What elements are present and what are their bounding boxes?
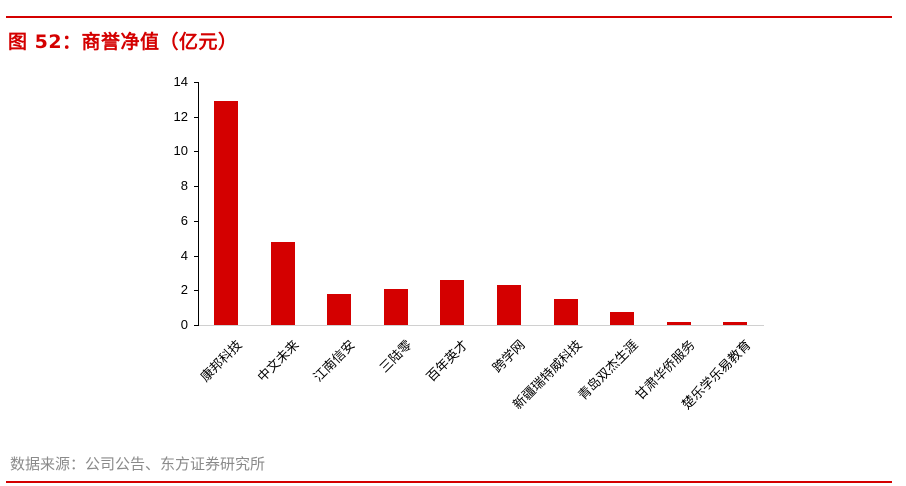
y-tick-label: 0 (180, 317, 188, 332)
bar (327, 293, 352, 325)
x-tick-label: 江南信安 (311, 337, 359, 386)
x-tick-label: 康邦科技 (198, 337, 246, 386)
y-tick-label: 2 (180, 282, 188, 298)
bottom-rule (6, 481, 892, 483)
data-source: 数据来源：公司公告、东方证券研究所 (10, 455, 266, 473)
x-tick-label: 三陆零 (377, 337, 416, 377)
bar (666, 322, 691, 325)
y-tick (194, 186, 199, 188)
y-tick (194, 116, 199, 118)
bar (723, 321, 748, 325)
x-tick-label: 百年英才 (424, 337, 472, 386)
y-tick-label: 8 (180, 178, 188, 194)
bar (553, 298, 578, 325)
y-tick-label: 14 (173, 74, 188, 89)
y-tick (194, 290, 199, 292)
y-tick (194, 220, 199, 222)
bar (440, 279, 465, 325)
y-tick (194, 82, 199, 83)
y-tick (194, 325, 199, 326)
bar (610, 311, 635, 325)
y-tick-label: 6 (180, 212, 188, 228)
y-tick (194, 255, 199, 257)
x-axis (198, 325, 764, 326)
y-tick-label: 4 (180, 247, 188, 263)
y-tick-label: 10 (173, 143, 188, 159)
x-tick-label: 中文未来 (254, 337, 303, 386)
top-rule (6, 16, 892, 18)
y-axis (198, 82, 199, 325)
bar (270, 241, 295, 325)
bar (383, 288, 408, 325)
y-tick (194, 151, 199, 153)
y-tick-label: 12 (173, 108, 188, 124)
x-tick-label: 跨学网 (490, 337, 529, 377)
chart-title: 图 52：商誉净值（亿元） (8, 31, 238, 53)
bar (497, 285, 521, 325)
bar (214, 101, 238, 325)
x-tick-label: 青岛双杰生涯 (575, 337, 642, 404)
